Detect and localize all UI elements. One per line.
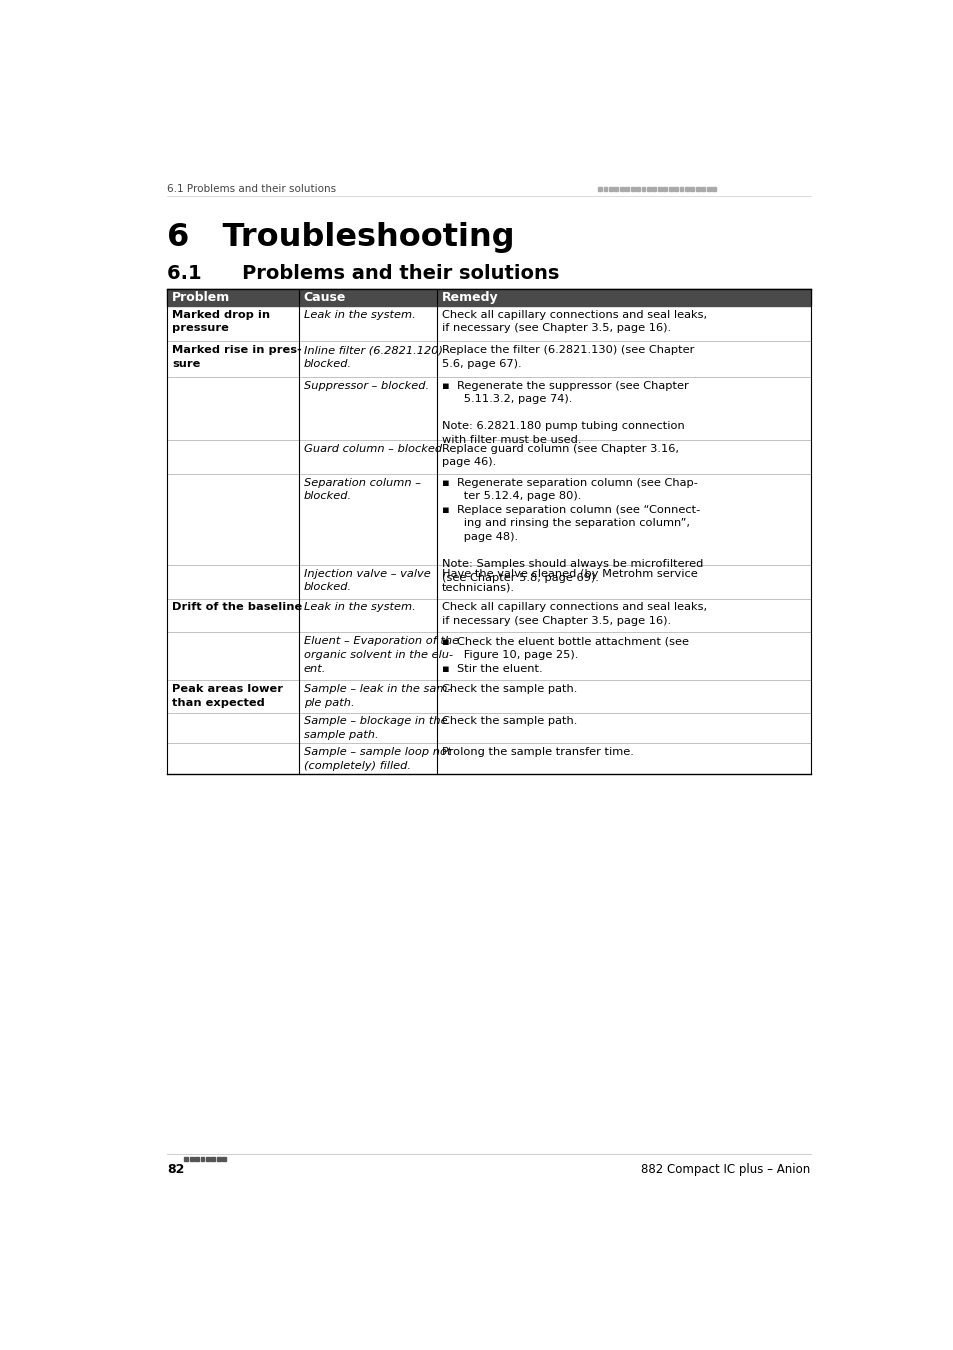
Bar [674,188,678,192]
Text: Replace the filter (6.2821.130) (see Chapter
5.6, page 67).: Replace the filter (6.2821.130) (see Cha… [441,346,694,369]
Text: Inline filter (6.2821.120)
blocked.: Inline filter (6.2821.120) blocked. [303,346,442,369]
Bar [167,632,810,680]
Bar [598,188,601,192]
Text: Check the sample path.: Check the sample path. [441,684,577,694]
Text: Marked rise in pres-
sure: Marked rise in pres- sure [172,346,301,369]
Bar [200,1157,204,1161]
Bar [711,188,716,192]
Text: Replace guard column (see Chapter 3.16,
page 46).: Replace guard column (see Chapter 3.16, … [441,444,679,467]
Bar [608,188,612,192]
Bar [690,188,694,192]
Text: 6   Troubleshooting: 6 Troubleshooting [167,221,515,252]
Bar [195,1157,199,1161]
Text: Peak areas lower
than expected: Peak areas lower than expected [172,684,283,707]
Bar [222,1157,226,1161]
Bar [190,1157,193,1161]
Text: Eluent – Evaporation of the
organic solvent in the elu-
ent.: Eluent – Evaporation of the organic solv… [303,636,458,674]
Text: ▪  Check the eluent bottle attachment (see
      Figure 10, page 25).
▪  Stir th: ▪ Check the eluent bottle attachment (se… [441,636,688,674]
Bar [212,1157,215,1161]
Bar [167,306,810,342]
Text: Injection valve – valve
blocked.: Injection valve – valve blocked. [303,568,430,593]
Bar [167,342,810,377]
Text: Have the valve cleaned (by Metrohm service
technicians).: Have the valve cleaned (by Metrohm servi… [441,568,698,593]
Text: 6.1      Problems and their solutions: 6.1 Problems and their solutions [167,263,559,282]
Bar [636,188,639,192]
Bar [216,1157,220,1161]
Bar [624,188,629,192]
Text: Sample – blockage in the
sample path.: Sample – blockage in the sample path. [303,717,447,740]
Bar [679,188,682,192]
Bar [684,188,688,192]
Text: ▪  Regenerate the suppressor (see Chapter
      5.11.3.2, page 74).

Note: 6.282: ▪ Regenerate the suppressor (see Chapter… [441,381,688,446]
Bar [668,188,672,192]
Text: Problem: Problem [172,292,230,304]
Bar [167,680,810,713]
Bar [641,188,645,192]
Text: 6.1 Problems and their solutions: 6.1 Problems and their solutions [167,184,336,194]
Bar [630,188,634,192]
Bar [695,188,699,192]
Text: Separation column –
blocked.: Separation column – blocked. [303,478,420,501]
Text: Drift of the baseline: Drift of the baseline [172,602,302,613]
Bar [167,377,810,440]
Text: Cause: Cause [303,292,346,304]
Bar [206,1157,210,1161]
Bar [167,440,810,474]
Bar [184,1157,188,1161]
Bar [167,474,810,564]
Bar [700,188,704,192]
Bar [614,188,618,192]
Text: Sample – sample loop not
(completely) filled.: Sample – sample loop not (completely) fi… [303,747,451,771]
Bar [662,188,666,192]
Bar [619,188,623,192]
Text: Sample – leak in the sam-
ple path.: Sample – leak in the sam- ple path. [303,684,451,707]
Bar [167,598,810,632]
Text: Remedy: Remedy [441,292,498,304]
Text: Prolong the sample transfer time.: Prolong the sample transfer time. [441,747,634,757]
Text: Leak in the system.: Leak in the system. [303,310,416,320]
Text: Suppressor – blocked.: Suppressor – blocked. [303,381,429,390]
Bar [167,564,810,598]
Bar [658,188,661,192]
Text: Leak in the system.: Leak in the system. [303,602,416,613]
Text: 882 Compact IC plus – Anion: 882 Compact IC plus – Anion [640,1162,810,1176]
Text: 82: 82 [167,1162,185,1176]
Text: Guard column – blocked.: Guard column – blocked. [303,444,445,454]
Text: Check all capillary connections and seal leaks,
if necessary (see Chapter 3.5, p: Check all capillary connections and seal… [441,310,706,333]
Bar [646,188,650,192]
Bar [167,713,810,744]
Bar [652,188,656,192]
Bar [167,289,810,306]
Text: Check all capillary connections and seal leaks,
if necessary (see Chapter 3.5, p: Check all capillary connections and seal… [441,602,706,626]
Text: Marked drop in
pressure: Marked drop in pressure [172,310,270,333]
Text: Check the sample path.: Check the sample path. [441,717,577,726]
Bar [706,188,710,192]
Bar [167,744,810,774]
Bar [603,188,607,192]
Text: ▪  Regenerate separation column (see Chap-
      ter 5.12.4, page 80).
▪  Replac: ▪ Regenerate separation column (see Chap… [441,478,702,583]
